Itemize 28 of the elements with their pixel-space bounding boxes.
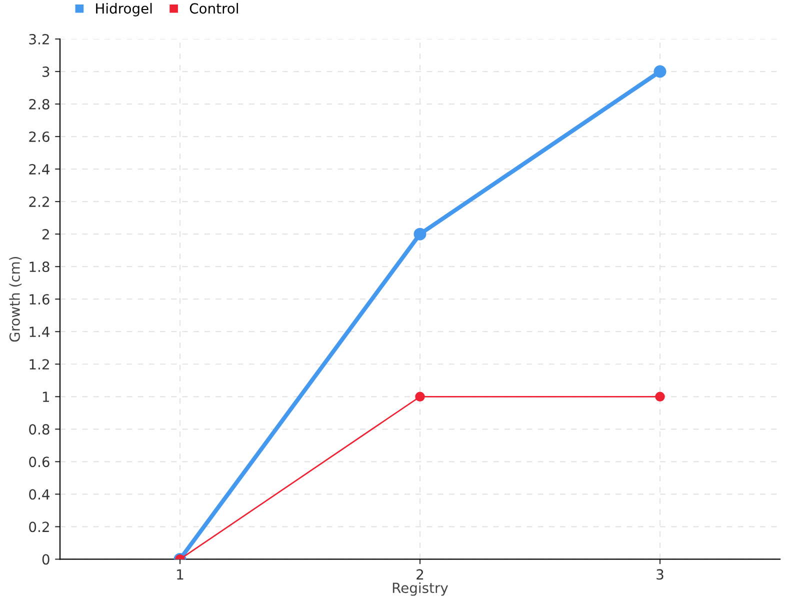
y-tick-label: 1.8 bbox=[30, 262, 50, 272]
y-tick-label: 1.6 bbox=[30, 294, 50, 305]
x-axis-title: Registry bbox=[392, 582, 448, 596]
y-tick-label: 2.4 bbox=[29, 164, 50, 174]
x-tick-label: 1 bbox=[177, 569, 184, 580]
x-tick-label: 2 bbox=[416, 569, 424, 580]
y-tick-label: 0.2 bbox=[29, 522, 49, 532]
legend-label: Hidrogel bbox=[96, 2, 152, 16]
y-tick-label: 0.4 bbox=[29, 489, 50, 500]
x-tick-label: 3 bbox=[656, 569, 664, 580]
y-tick-label: 2.2 bbox=[29, 196, 49, 207]
y-tick-label: 0.8 bbox=[29, 424, 50, 435]
legend-label: Control bbox=[190, 2, 238, 14]
point bbox=[655, 392, 665, 402]
y-tick-label: 2.8 bbox=[29, 98, 50, 110]
y-tick-label: 1.2 bbox=[30, 359, 49, 370]
y-tick-label: 1.4 bbox=[30, 326, 50, 337]
y-tick-label: 3.2 bbox=[29, 34, 49, 44]
point bbox=[415, 392, 425, 402]
y-tick-label: 0 bbox=[42, 554, 50, 565]
y-tick-label: 0.6 bbox=[29, 456, 50, 468]
y-tick-label: 2 bbox=[42, 229, 49, 240]
point bbox=[654, 65, 666, 78]
y-tick-label: 3 bbox=[42, 66, 50, 77]
y-tick-label: 2.6 bbox=[29, 132, 50, 142]
y-axis-title: Growth (cm) bbox=[9, 256, 22, 342]
y-tick-label: 1 bbox=[42, 392, 49, 402]
point bbox=[414, 228, 426, 240]
